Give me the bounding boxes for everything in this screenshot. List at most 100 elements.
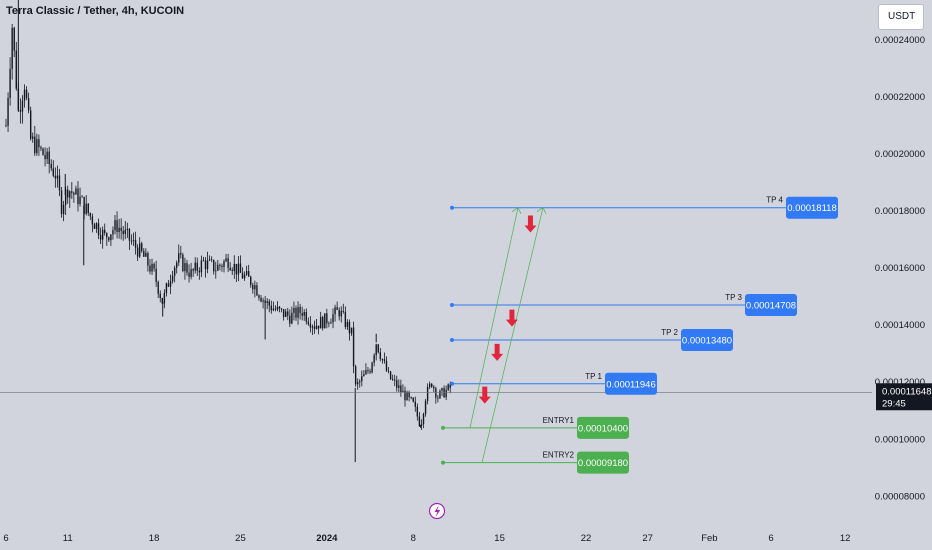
candle-body [330,322,332,324]
candle-body [159,293,161,298]
level-value: 0.00011946 [606,379,656,390]
candle-body [252,284,254,290]
candle-body [416,406,419,417]
candle-body [282,309,285,317]
symbol-title[interactable]: Terra Classic / Tether, 4h, KUCOIN [6,5,185,17]
candle-body [64,189,67,205]
candle-body [266,301,268,303]
currency-selector[interactable]: USDT [878,4,924,30]
candle-body [254,285,256,290]
candle-body [79,196,81,205]
candle-body [437,397,439,399]
candle-body [422,413,425,425]
level-value-box [605,372,657,395]
candle-body [398,385,400,388]
candle-body [367,370,369,372]
candle-body [67,189,69,198]
candle-body [227,258,229,268]
level-value: 0.00010400 [578,423,628,434]
candle-body [169,281,172,287]
level-value: 0.00013480 [682,336,732,347]
candle-body [54,175,57,179]
x-tick-label: 6 [3,533,8,544]
candle-body [60,190,63,215]
lightning-icon[interactable] [428,502,446,520]
candle-body [278,306,281,309]
level-value-box [681,329,733,352]
candle-body [108,237,110,241]
x-tick-label: Feb [701,533,717,544]
candle-body [23,89,26,101]
candles-group [5,0,451,463]
candle-body [443,388,445,398]
candle-body [190,269,192,277]
candle-body [180,253,182,255]
level-anchor [441,425,445,430]
candle-body [104,229,106,234]
candle-body [359,381,361,383]
candle-body [293,307,295,313]
candle-body [373,355,375,363]
candle-body [350,327,353,334]
candle-body [42,148,44,156]
down-arrow-icon [505,309,518,327]
candle-body [208,259,211,261]
x-tick-label: 27 [642,533,653,544]
level-value-box [577,451,629,474]
candle-body [412,397,414,402]
level-anchor [450,381,454,386]
candle-body [285,311,287,317]
level-anchor [450,205,454,210]
candle-body [381,358,384,360]
bar-countdown: 29:45 [882,398,906,409]
candle-body [344,311,347,327]
candle-body [441,388,443,391]
candle-body [447,384,449,390]
candle-body [19,109,22,112]
y-tick-label: 0.00018000 [875,206,925,217]
candle-body [276,306,279,310]
candle-body [435,388,437,398]
y-tick-label: 0.00014000 [875,320,925,331]
candle-body [167,283,170,287]
candle-body [439,390,441,399]
candle-body [396,380,398,388]
candle-body [36,139,38,154]
level-label: ENTRY2 [543,451,575,460]
candle-body [77,188,79,205]
candle-body [184,263,186,272]
candle-body [394,379,396,381]
level-value-box [786,196,838,219]
candle-body [431,383,433,387]
y-tick-label: 0.00012000 [875,377,925,388]
candle-body [50,164,52,169]
candle-body [291,312,293,324]
candle-body [428,383,431,388]
y-tick-label: 0.00020000 [875,149,925,160]
candle-body [178,253,180,263]
candle-body [354,366,357,385]
candle-body [15,50,17,89]
candle-body [235,263,238,275]
candle-body [143,250,145,257]
candle-body [239,263,242,273]
candle-body [324,313,326,329]
candle-body [311,326,314,328]
x-tick-label: 11 [63,533,73,544]
level-value-box [577,416,629,439]
candle-body [215,270,217,272]
candle-body [365,370,367,375]
candle-body [182,254,184,272]
candle-body [258,295,260,298]
candle-body [272,308,275,311]
candle-body [391,379,394,380]
candle-body [188,272,190,277]
candle-body [241,272,244,279]
candle-body [301,313,303,316]
candle-body [408,392,410,398]
candle-body [338,309,340,317]
candle-body [229,267,231,271]
candle-body [151,263,153,272]
